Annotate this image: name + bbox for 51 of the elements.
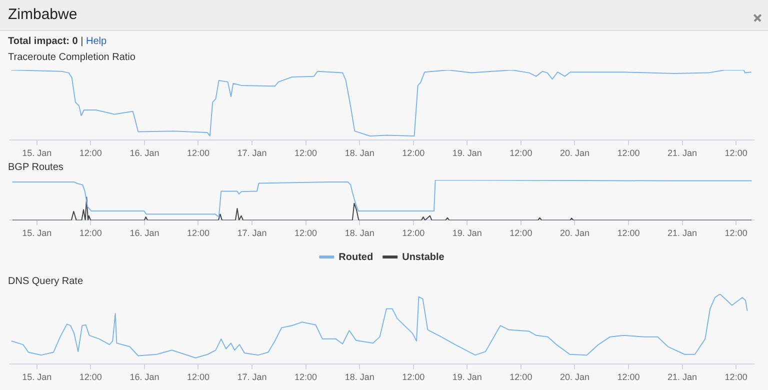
x-tick-label: 19. Jan — [452, 372, 482, 382]
x-tick-label: 12:00 — [510, 372, 532, 382]
x-tick-label: 12:00 — [724, 148, 748, 158]
x-tick-label: 12:00 — [186, 372, 210, 382]
x-tick-label: 12:00 — [617, 372, 640, 382]
x-tick-label: 12:00 — [79, 148, 102, 158]
x-tick-label: 12:00 — [402, 148, 425, 158]
x-tick-label: 12:00 — [294, 148, 318, 158]
x-tick-label: 12:00 — [402, 228, 425, 238]
x-tick-label: 16. Jan — [130, 148, 160, 158]
x-tick-label: 17. Jan — [237, 372, 267, 382]
x-tick-label: 12:00 — [186, 148, 210, 158]
x-tick-label: 20. Jan — [560, 148, 590, 158]
x-tick-label: 21. Jan — [668, 228, 698, 238]
text: Zimbabwe — [8, 6, 78, 23]
x-tick-label: 18. Jan — [344, 148, 374, 158]
x-tick-label: 12:00 — [617, 148, 640, 158]
x-tick-label: 15. Jan — [22, 372, 52, 382]
chart-title: BGP Routes — [8, 162, 64, 173]
x-tick-label: 15. Jan — [22, 228, 52, 238]
x-tick-label: 16. Jan — [130, 372, 160, 382]
x-tick-label: 12:00 — [294, 372, 318, 382]
text: | — [80, 36, 84, 47]
x-tick-label: 19. Jan — [452, 228, 482, 238]
x-tick-label: 20. Jan — [560, 228, 590, 238]
text: Help — [86, 36, 107, 47]
chart-title: DNS Query Rate — [8, 276, 84, 287]
x-tick-label: 18. Jan — [344, 372, 374, 382]
x-tick-label: 12:00 — [79, 228, 102, 238]
legend-label: Unstable — [402, 252, 445, 263]
x-tick-label: 17. Jan — [237, 148, 267, 158]
legend-label: Routed — [338, 252, 374, 263]
x-tick-label: 16. Jan — [130, 228, 160, 238]
x-tick-label: 12:00 — [294, 228, 318, 238]
chart-title: Traceroute Completion Ratio — [8, 52, 136, 63]
x-tick-label: 20. Jan — [560, 372, 590, 382]
x-tick-label: 12:00 — [402, 372, 425, 382]
x-tick-label: 15. Jan — [22, 148, 52, 158]
x-tick-label: 12:00 — [724, 228, 748, 238]
text: Total impact: 0 — [8, 36, 78, 47]
x-tick-label: 21. Jan — [668, 372, 698, 382]
x-tick-label: 18. Jan — [344, 228, 374, 238]
x-tick-label: 12:00 — [617, 228, 640, 238]
x-tick-label: 12:00 — [510, 228, 532, 238]
x-tick-label: 12:00 — [724, 372, 748, 382]
x-tick-label: 17. Jan — [237, 228, 267, 238]
x-tick-label: 12:00 — [510, 148, 532, 158]
x-tick-label: 21. Jan — [668, 148, 698, 158]
x-tick-label: 19. Jan — [452, 148, 482, 158]
x-tick-label: 12:00 — [186, 228, 210, 238]
x-tick-label: 12:00 — [79, 372, 102, 382]
